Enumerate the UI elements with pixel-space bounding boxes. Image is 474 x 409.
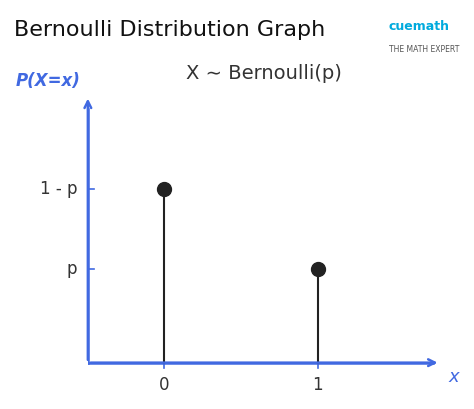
Title: X ∼ Bernoulli(p): X ∼ Bernoulli(p) xyxy=(186,64,342,83)
Text: 1: 1 xyxy=(312,376,323,394)
Text: 1 - p: 1 - p xyxy=(40,180,77,198)
Text: Bernoulli Distribution Graph: Bernoulli Distribution Graph xyxy=(14,20,326,40)
Text: THE MATH EXPERT: THE MATH EXPERT xyxy=(389,45,459,54)
Text: 0: 0 xyxy=(159,376,170,394)
Text: P(X=x): P(X=x) xyxy=(15,72,80,90)
Text: cuemath: cuemath xyxy=(389,20,450,34)
Text: x: x xyxy=(448,368,459,386)
Text: p: p xyxy=(67,260,77,278)
